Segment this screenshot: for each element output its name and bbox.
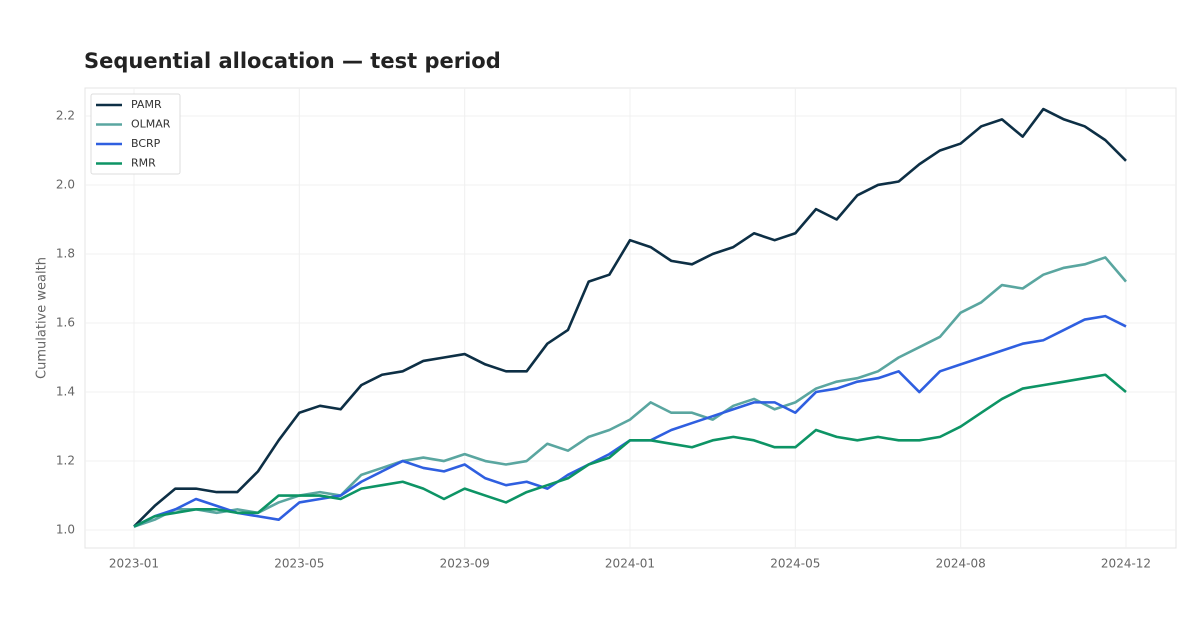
- x-tick-label: 2024-01: [605, 557, 655, 571]
- x-tick-label: 2023-05: [274, 557, 324, 571]
- legend-label: RMR: [131, 157, 156, 170]
- series-line: [133, 373, 1127, 528]
- x-tick-label: 2023-09: [440, 557, 490, 571]
- y-tick-label: 1.2: [56, 454, 75, 468]
- y-tick-label: 2.0: [56, 177, 75, 191]
- chart-title: Sequential allocation — test period: [84, 49, 501, 73]
- legend-label: PAMR: [131, 98, 162, 111]
- legend-box: [90, 93, 181, 175]
- x-tick-label: 2024-08: [936, 557, 986, 571]
- x-tick-label: 2023-01: [109, 557, 159, 571]
- y-tick-label: 2.2: [56, 108, 75, 122]
- y-axis-label: Cumulative wealth: [35, 257, 50, 379]
- y-tick-label: 1.8: [56, 246, 75, 260]
- x-tick-label: 2024-05: [770, 557, 820, 571]
- legend-label: BCRP: [131, 137, 161, 150]
- legend-label: OLMAR: [131, 118, 171, 131]
- series-line: [133, 107, 1127, 528]
- x-tick-label: 2024-12: [1101, 557, 1151, 571]
- y-tick-label: 1.0: [56, 523, 75, 537]
- y-tick-label: 1.6: [56, 316, 75, 330]
- y-tick-label: 1.4: [56, 385, 75, 399]
